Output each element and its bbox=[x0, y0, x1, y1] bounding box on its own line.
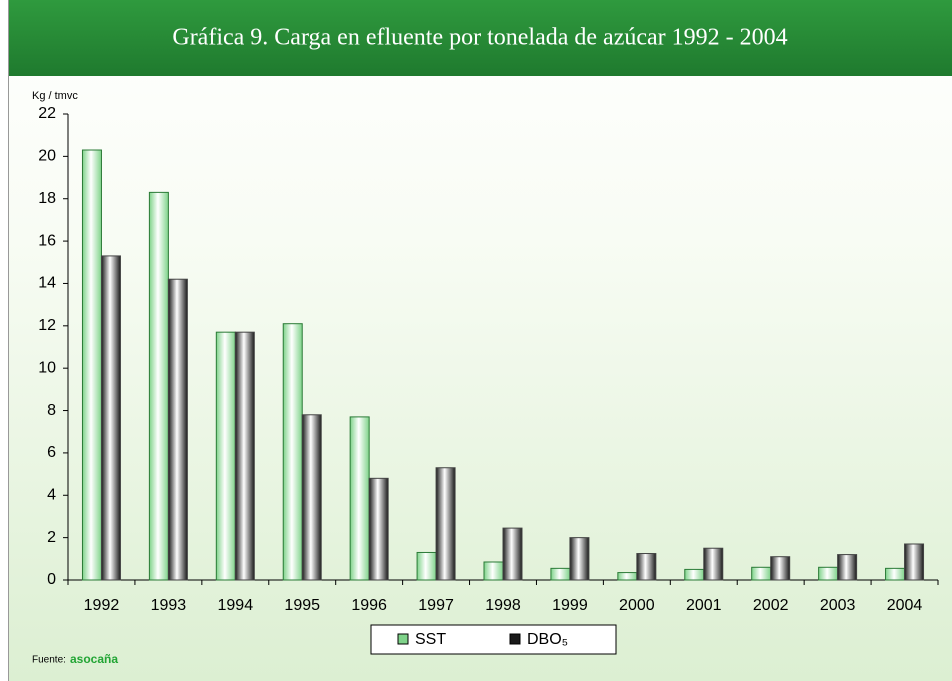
x-tick-label: 1995 bbox=[284, 597, 320, 614]
bar bbox=[282, 323, 303, 581]
bar bbox=[818, 566, 839, 581]
y-tick-label: 14 bbox=[38, 275, 56, 292]
x-tick-label: 2003 bbox=[820, 597, 856, 614]
y-tick-label: 10 bbox=[38, 359, 56, 376]
bar bbox=[349, 416, 370, 581]
legend-label: SST bbox=[415, 631, 446, 648]
bar bbox=[416, 551, 437, 581]
bar bbox=[502, 527, 523, 581]
y-tick-label: 4 bbox=[47, 486, 56, 503]
legend-box bbox=[370, 624, 617, 655]
legend-label: DBO₅ bbox=[527, 631, 568, 648]
bar bbox=[770, 556, 791, 581]
x-tick-label: 1997 bbox=[418, 597, 454, 614]
y-tick-label: 22 bbox=[38, 105, 56, 122]
x-tick-label: 2004 bbox=[887, 597, 923, 614]
y-tick-label: 2 bbox=[47, 529, 56, 546]
bar bbox=[483, 561, 504, 581]
title-bar bbox=[9, 0, 952, 76]
bar bbox=[368, 477, 389, 581]
bar bbox=[81, 149, 102, 581]
bar bbox=[215, 331, 236, 581]
y-tick-label: 20 bbox=[38, 148, 56, 165]
x-tick-label: 1994 bbox=[218, 597, 254, 614]
y-tick-label: 16 bbox=[38, 232, 56, 249]
legend-swatch bbox=[397, 633, 409, 645]
bar bbox=[234, 331, 255, 581]
y-tick-label: 6 bbox=[47, 444, 56, 461]
bar bbox=[569, 537, 590, 581]
bar bbox=[301, 414, 322, 581]
x-tick-label: 2001 bbox=[686, 597, 722, 614]
y-tick-label: 8 bbox=[47, 402, 56, 419]
x-tick-label: 1998 bbox=[485, 597, 521, 614]
y-tick-label: 0 bbox=[47, 571, 56, 588]
y-axis-label: Kg / tmvc bbox=[32, 90, 78, 102]
bar bbox=[636, 553, 657, 581]
legend-swatch bbox=[509, 633, 521, 645]
bar bbox=[837, 554, 858, 581]
bar bbox=[885, 567, 906, 581]
bar bbox=[435, 467, 456, 581]
bar bbox=[617, 572, 638, 581]
bar bbox=[904, 543, 925, 581]
x-tick-label: 2002 bbox=[753, 597, 789, 614]
y-tick-label: 12 bbox=[38, 317, 56, 334]
bar bbox=[703, 547, 724, 581]
x-tick-label: 1993 bbox=[151, 597, 187, 614]
bar bbox=[148, 191, 169, 581]
chart-title: Gráfica 9. Carga en efluente por tonelad… bbox=[172, 25, 787, 51]
bar bbox=[100, 255, 121, 581]
source: asocaña bbox=[70, 652, 118, 666]
bar bbox=[684, 568, 705, 581]
bar bbox=[167, 278, 188, 581]
bar bbox=[751, 566, 772, 581]
y-tick-label: 18 bbox=[38, 190, 56, 207]
source-label: Fuente: bbox=[32, 655, 66, 666]
bar bbox=[550, 567, 571, 581]
x-tick-label: 1999 bbox=[552, 597, 588, 614]
x-tick-label: 1996 bbox=[351, 597, 387, 614]
x-tick-label: 2000 bbox=[619, 597, 655, 614]
x-tick-label: 1992 bbox=[84, 597, 120, 614]
